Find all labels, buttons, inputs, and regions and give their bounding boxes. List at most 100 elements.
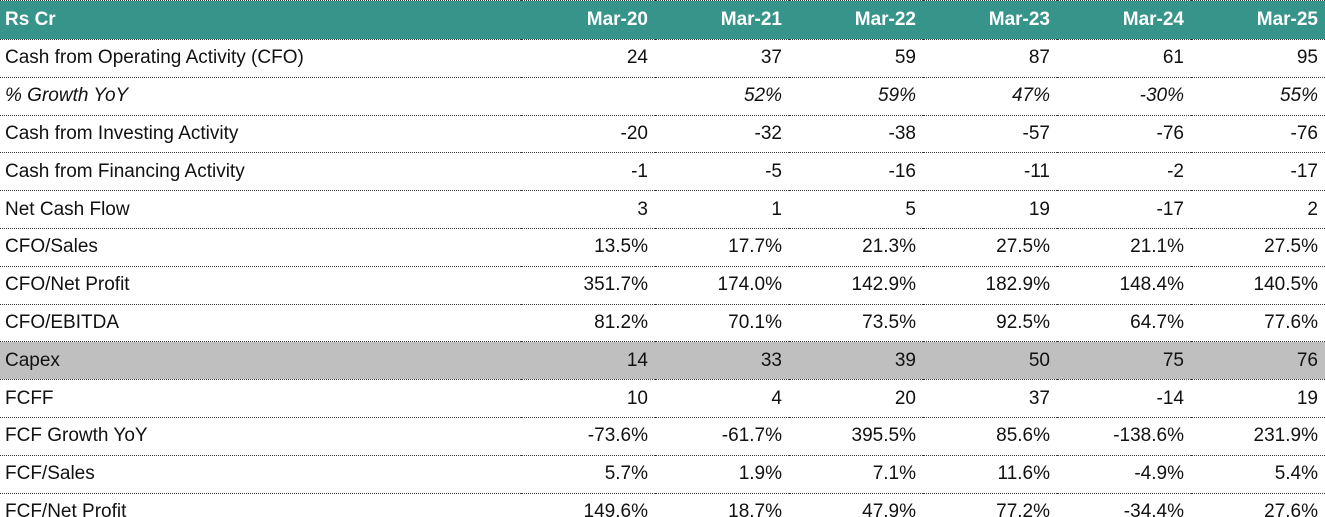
header-period-mar-22: Mar-22 bbox=[789, 0, 923, 40]
cell-value: 52% bbox=[655, 77, 789, 116]
cell-value: -76 bbox=[1057, 115, 1191, 154]
cell-value: 85.6% bbox=[923, 417, 1057, 456]
header-period-mar-24: Mar-24 bbox=[1057, 0, 1191, 40]
table-row: Cash from Investing Activity -20 -32 -38… bbox=[0, 115, 1325, 154]
cell-value: -30% bbox=[1057, 77, 1191, 116]
cell-value: 59 bbox=[789, 39, 923, 78]
row-label: FCF/Net Profit bbox=[0, 493, 521, 517]
row-label: FCFF bbox=[0, 379, 521, 418]
cell-value: 174.0% bbox=[655, 266, 789, 305]
cell-value: 47% bbox=[923, 77, 1057, 116]
cell-value: 2 bbox=[1191, 190, 1325, 229]
cell-value: -138.6% bbox=[1057, 417, 1191, 456]
cell-value: 10 bbox=[521, 379, 655, 418]
cell-value: 21.1% bbox=[1057, 228, 1191, 267]
row-label: Net Cash Flow bbox=[0, 190, 521, 229]
row-label: CFO/EBITDA bbox=[0, 304, 521, 343]
cell-value: 231.9% bbox=[1191, 417, 1325, 456]
header-period-mar-25: Mar-25 bbox=[1191, 0, 1325, 40]
cell-value: 27.6% bbox=[1191, 493, 1325, 517]
cell-value: -4.9% bbox=[1057, 455, 1191, 494]
cell-value: 19 bbox=[923, 190, 1057, 229]
cell-value: 5 bbox=[789, 190, 923, 229]
cell-value: -61.7% bbox=[655, 417, 789, 456]
cell-value bbox=[521, 77, 655, 116]
cell-value: -14 bbox=[1057, 379, 1191, 418]
cell-value: 20 bbox=[789, 379, 923, 418]
row-label: % Growth YoY bbox=[0, 77, 521, 116]
cell-value: 55% bbox=[1191, 77, 1325, 116]
cell-value: 27.5% bbox=[923, 228, 1057, 267]
cell-value: -76 bbox=[1191, 115, 1325, 154]
table-row: FCFF 10 4 20 37 -14 19 bbox=[0, 379, 1325, 418]
table-row: Cash from Operating Activity (CFO) 24 37… bbox=[0, 39, 1325, 78]
table-row: Net Cash Flow 3 1 5 19 -17 2 bbox=[0, 190, 1325, 229]
header-period-mar-20: Mar-20 bbox=[521, 0, 655, 40]
cell-value: -34.4% bbox=[1057, 493, 1191, 517]
cell-value: 140.5% bbox=[1191, 266, 1325, 305]
table-body: Cash from Operating Activity (CFO) 24 37… bbox=[0, 39, 1325, 517]
table-row: % Growth YoY 52% 59% 47% -30% 55% bbox=[0, 77, 1325, 116]
cell-value: 14 bbox=[521, 341, 655, 381]
cell-value: 149.6% bbox=[521, 493, 655, 517]
cell-value: 17.7% bbox=[655, 228, 789, 267]
cell-value: 1.9% bbox=[655, 455, 789, 494]
cell-value: 59% bbox=[789, 77, 923, 116]
cell-value: 33 bbox=[655, 341, 789, 381]
header-unit-label: Rs Cr bbox=[0, 0, 521, 40]
cell-value: -73.6% bbox=[521, 417, 655, 456]
cell-value: 5.7% bbox=[521, 455, 655, 494]
cell-value: 50 bbox=[923, 341, 1057, 381]
cell-value: 95 bbox=[1191, 39, 1325, 78]
row-label: Cash from Investing Activity bbox=[0, 115, 521, 154]
cell-value: 5.4% bbox=[1191, 455, 1325, 494]
cell-value: -5 bbox=[655, 152, 789, 192]
header-period-mar-23: Mar-23 bbox=[923, 0, 1057, 40]
row-label: FCF Growth YoY bbox=[0, 417, 521, 456]
cell-value: 148.4% bbox=[1057, 266, 1191, 305]
cell-value: 73.5% bbox=[789, 304, 923, 343]
cell-value: 7.1% bbox=[789, 455, 923, 494]
row-label: FCF/Sales bbox=[0, 455, 521, 494]
cell-value: 77.2% bbox=[923, 493, 1057, 517]
cell-value: 21.3% bbox=[789, 228, 923, 267]
cell-value: 142.9% bbox=[789, 266, 923, 305]
header-row: Rs Cr Mar-20 Mar-21 Mar-22 Mar-23 Mar-24… bbox=[0, 0, 1325, 40]
cell-value: 77.6% bbox=[1191, 304, 1325, 343]
cell-value: 351.7% bbox=[521, 266, 655, 305]
cell-value: 4 bbox=[655, 379, 789, 418]
cell-value: 61 bbox=[1057, 39, 1191, 78]
cell-value: 70.1% bbox=[655, 304, 789, 343]
table-row: CFO/EBITDA 81.2% 70.1% 73.5% 92.5% 64.7%… bbox=[0, 304, 1325, 343]
cell-value: -32 bbox=[655, 115, 789, 154]
cell-value: 75 bbox=[1057, 341, 1191, 381]
cell-value: 13.5% bbox=[521, 228, 655, 267]
cell-value: 64.7% bbox=[1057, 304, 1191, 343]
cell-value: -1 bbox=[521, 152, 655, 192]
cell-value: -11 bbox=[923, 152, 1057, 192]
row-label: CFO/Net Profit bbox=[0, 266, 521, 305]
cell-value: -16 bbox=[789, 152, 923, 192]
cell-value: 11.6% bbox=[923, 455, 1057, 494]
cell-value: 19 bbox=[1191, 379, 1325, 418]
cell-value: 39 bbox=[789, 341, 923, 381]
cell-value: 395.5% bbox=[789, 417, 923, 456]
cell-value: -57 bbox=[923, 115, 1057, 154]
row-label: Capex bbox=[0, 341, 521, 381]
cell-value: 24 bbox=[521, 39, 655, 78]
cell-value: 27.5% bbox=[1191, 228, 1325, 267]
cell-value: 92.5% bbox=[923, 304, 1057, 343]
table-row: Cash from Financing Activity -1 -5 -16 -… bbox=[0, 152, 1325, 192]
cell-value: 81.2% bbox=[521, 304, 655, 343]
cell-value: 1 bbox=[655, 190, 789, 229]
cell-value: 47.9% bbox=[789, 493, 923, 517]
cell-value: -17 bbox=[1191, 152, 1325, 192]
table-row: Capex 14 33 39 50 75 76 bbox=[0, 341, 1325, 381]
cell-value: 37 bbox=[655, 39, 789, 78]
cell-value: -17 bbox=[1057, 190, 1191, 229]
cell-value: 182.9% bbox=[923, 266, 1057, 305]
row-label: Cash from Operating Activity (CFO) bbox=[0, 39, 521, 78]
